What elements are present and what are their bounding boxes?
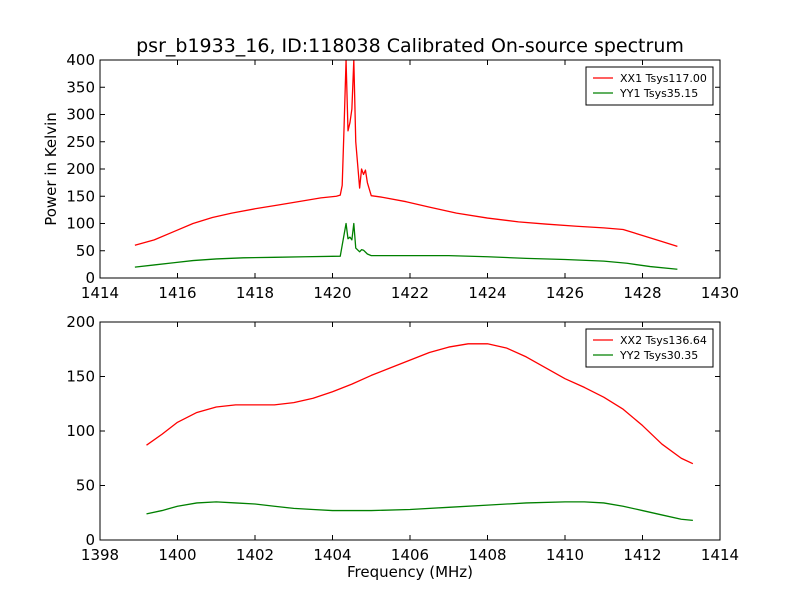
- y-tick-label: 100: [66, 422, 95, 440]
- legend: XX2 Tsys136.64 YY2 Tsys30.35: [585, 328, 714, 368]
- chart-title: psr_b1933_16, ID:118038 Calibrated On-so…: [136, 35, 684, 57]
- x-tick-label: 1402: [236, 546, 274, 564]
- legend: XX1 Tsys117.00 YY1 Tsys35.15: [585, 66, 714, 106]
- x-tick-label: 1412: [623, 546, 661, 564]
- y-tick-label: 250: [66, 133, 95, 151]
- y-tick-label: 350: [66, 78, 95, 96]
- top-plot: 1414 1416 1418 1420 1422 1424 1426 1428 1430 0 50 1…: [42, 35, 739, 302]
- y-tick-label: 150: [66, 368, 95, 386]
- x-tick-label: 1414: [81, 284, 119, 302]
- x-tick-label: 1424: [468, 284, 506, 302]
- y-tick-label: 300: [66, 106, 95, 124]
- series-line-xx1: [134, 60, 678, 248]
- x-tick-label: 1422: [391, 284, 429, 302]
- series-line-yy2: [146, 501, 693, 522]
- legend-label: XX1 Tsys117.00: [620, 72, 707, 85]
- x-tick-label: 1410: [546, 546, 584, 564]
- series-line-yy1: [134, 222, 678, 270]
- x-tick-label: 1420: [313, 284, 351, 302]
- y-tick-label: 100: [66, 215, 95, 233]
- x-tick-label: 1428: [623, 284, 661, 302]
- x-tick-label: 1398: [81, 546, 119, 564]
- x-tick-label: 1414: [701, 546, 739, 564]
- x-tick-label: 1430: [701, 284, 739, 302]
- legend-label: XX2 Tsys136.64: [620, 334, 707, 347]
- legend-box: [585, 66, 714, 106]
- legend-label: YY2 Tsys30.35: [619, 349, 698, 362]
- bottom-plot: 1398 1400 1402 1404 1406 1408 1410 1412 1414 0 50 1…: [66, 313, 739, 581]
- y-tick-label: 400: [66, 51, 95, 69]
- y-tick-label: 50: [76, 477, 95, 495]
- y-tick-label: 150: [66, 187, 95, 205]
- x-axis-label: Frequency (MHz): [347, 563, 473, 581]
- y-axis-label: Power in Kelvin: [42, 112, 60, 226]
- series-line-xx2: [146, 343, 694, 465]
- legend-label: YY1 Tsys35.15: [619, 87, 698, 100]
- y-tick-label: 200: [66, 160, 95, 178]
- x-tick-label: 1418: [236, 284, 274, 302]
- x-tick-label: 1408: [468, 546, 506, 564]
- y-tick-label: 0: [85, 531, 95, 549]
- x-tick-label: 1406: [391, 546, 429, 564]
- y-tick-label: 50: [76, 242, 95, 260]
- x-tick-label: 1416: [158, 284, 196, 302]
- x-tick-label: 1400: [158, 546, 196, 564]
- y-tick-label: 200: [66, 313, 95, 331]
- y-tick-label: 0: [85, 269, 95, 287]
- x-tick-label: 1404: [313, 546, 351, 564]
- x-tick-label: 1426: [546, 284, 584, 302]
- legend-box: [585, 328, 714, 368]
